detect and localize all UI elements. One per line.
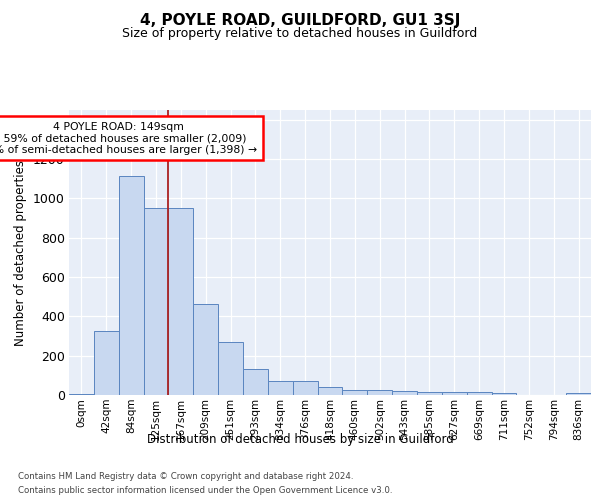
Bar: [169, 208, 193, 395]
Text: Size of property relative to detached houses in Guildford: Size of property relative to detached ho…: [122, 28, 478, 40]
Bar: [119, 176, 143, 395]
Bar: [218, 342, 243, 395]
Bar: [317, 387, 343, 395]
Y-axis label: Number of detached properties: Number of detached properties: [14, 160, 28, 346]
Text: Distribution of detached houses by size in Guildford: Distribution of detached houses by size …: [146, 432, 454, 446]
Bar: [442, 392, 467, 395]
Bar: [293, 381, 317, 395]
Bar: [467, 392, 491, 395]
Text: Contains HM Land Registry data © Crown copyright and database right 2024.: Contains HM Land Registry data © Crown c…: [18, 472, 353, 481]
Bar: [343, 390, 367, 395]
Bar: [491, 393, 517, 395]
Bar: [94, 331, 119, 395]
Bar: [143, 208, 169, 395]
Bar: [417, 392, 442, 395]
Bar: [193, 304, 218, 395]
Bar: [268, 381, 293, 395]
Bar: [367, 390, 392, 395]
Bar: [69, 394, 94, 395]
Text: 4, POYLE ROAD, GUILDFORD, GU1 3SJ: 4, POYLE ROAD, GUILDFORD, GU1 3SJ: [140, 12, 460, 28]
Bar: [243, 370, 268, 395]
Bar: [566, 393, 591, 395]
Text: 4 POYLE ROAD: 149sqm
← 59% of detached houses are smaller (2,009)
41% of semi-de: 4 POYLE ROAD: 149sqm ← 59% of detached h…: [0, 122, 257, 155]
Bar: [392, 391, 417, 395]
Text: Contains public sector information licensed under the Open Government Licence v3: Contains public sector information licen…: [18, 486, 392, 495]
